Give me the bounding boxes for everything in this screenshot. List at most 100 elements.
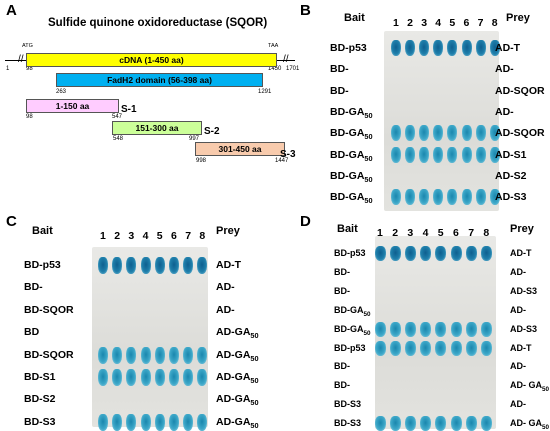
column-number-6: 6: [463, 17, 470, 29]
s3-name: S-3: [280, 149, 296, 160]
bait-label: BD-: [334, 286, 350, 296]
num-997: 997: [189, 136, 200, 142]
bait-label: BD-: [334, 380, 350, 390]
yeast-colony-spot: [404, 321, 416, 337]
yeast-colony-spot: [391, 40, 401, 56]
yeast-colony-spot: [389, 321, 401, 337]
yeast-colony-spot: [447, 125, 458, 142]
yeast-colony-spot: [154, 257, 165, 274]
yeast-colony-spot: [140, 257, 151, 274]
column-number-6: 6: [453, 227, 459, 239]
yeast-colony-spot: [374, 340, 386, 356]
column-number-2: 2: [407, 17, 413, 29]
s1-label: 1-150 aa: [55, 101, 90, 111]
s2-bar: 151-300 aa: [112, 121, 202, 135]
bait-text: BD-GA: [330, 169, 365, 182]
yeast-colony-spot: [405, 189, 416, 206]
bait-text: BD-SQOR: [24, 303, 74, 316]
bait-label: BD-p53: [24, 259, 61, 271]
yeast-colony-spot: [391, 146, 401, 163]
bait-text: BD-GA: [334, 304, 364, 315]
yeast-colony-spot: [391, 125, 401, 142]
prey-label: AD-S3: [495, 191, 527, 203]
bait-label: BD-GA50: [330, 191, 373, 205]
yeast-colony-spot: [405, 146, 416, 163]
yeast-colony-spot: [140, 369, 151, 386]
yeast-colony-spot: [98, 369, 108, 386]
bait-label: BD-: [330, 85, 349, 97]
column-number-2: 2: [114, 230, 121, 242]
bait-subscript: 50: [363, 310, 371, 318]
prey-label: AD-S3: [510, 286, 537, 296]
yeast-colony-spot: [140, 413, 151, 431]
bait-text: BD-GA: [330, 127, 365, 140]
bait-text: BD-GA: [330, 105, 365, 118]
bait-text: BD-S3: [24, 415, 56, 428]
prey-text: AD-S1: [495, 148, 527, 161]
sqor-title: Sulfide quinone oxidoreductase (SQOR): [48, 17, 268, 29]
column-number-7: 7: [477, 17, 484, 29]
yeast-colony-spot: [433, 125, 444, 142]
panel-label-c: C: [6, 213, 17, 230]
prey-text: AD-GA: [216, 393, 251, 406]
num-1291: 1291: [258, 89, 272, 95]
column-number-7: 7: [468, 227, 475, 239]
prey-label: AD-T: [216, 259, 241, 271]
bait-subscript: 50: [363, 329, 371, 337]
yeast-colony-spot: [420, 321, 432, 337]
yeast-colony-spot: [98, 257, 108, 274]
yeast-colony-spot: [405, 40, 416, 56]
prey-text: AD- GA: [510, 418, 542, 429]
prey-label: AD-GA50: [216, 416, 259, 430]
panel-c-bait-header: Bait: [32, 225, 53, 237]
bait-label: BD-GA50: [334, 324, 371, 337]
prey-text: AD-T: [216, 259, 242, 271]
yeast-colony-spot: [475, 146, 486, 163]
prey-text: AD-GA: [216, 326, 251, 339]
yeast-colony-spot: [112, 369, 123, 386]
yeast-colony-spot: [433, 146, 444, 163]
yeast-colony-spot: [465, 340, 477, 356]
bait-label: BD-S1: [24, 371, 56, 383]
yeast-colony-spot: [389, 416, 401, 431]
prey-text: AD-: [510, 399, 526, 410]
yeast-colony-spot: [475, 40, 486, 56]
panel-a-diagram: Sulfide quinone oxidoreductase (SQOR) //…: [0, 0, 299, 210]
column-number-5: 5: [156, 230, 163, 242]
bait-label: BD: [24, 326, 39, 338]
prey-subscript: 50: [250, 331, 259, 341]
prey-label: AD-S1: [495, 149, 527, 161]
column-number-4: 4: [422, 227, 429, 239]
bait-text: BD-: [334, 266, 350, 277]
prey-label: AD-: [216, 304, 235, 316]
atg-label: ATG: [22, 43, 33, 49]
num-1: 1: [6, 66, 10, 72]
column-number-3: 3: [128, 230, 135, 242]
prey-label: AD-GA50: [216, 371, 259, 385]
yeast-colony-spot: [126, 346, 137, 364]
bait-text: BD-: [334, 361, 350, 372]
yeast-colony-spot: [435, 416, 447, 431]
column-number-8: 8: [199, 230, 206, 242]
panel-b-bait-header: Bait: [344, 12, 365, 24]
yeast-colony-spot: [480, 340, 492, 356]
bait-subscript: 50: [364, 132, 373, 142]
yeast-colony-spot: [154, 369, 165, 386]
column-number-4: 4: [142, 230, 149, 242]
yeast-colony-spot: [154, 413, 165, 431]
prey-label: AD-T: [510, 248, 532, 258]
yeast-colony-spot: [98, 413, 108, 431]
yeast-colony-spot: [169, 257, 179, 274]
bait-text: BD-S3: [334, 418, 362, 429]
bait-text: BD-SQOR: [24, 348, 74, 361]
bait-text: BD-: [334, 380, 350, 391]
yeast-colony-spot: [169, 346, 179, 364]
s2-name: S-2: [204, 126, 220, 137]
prey-text: AD- GA: [510, 380, 542, 391]
yeast-colony-spot: [419, 40, 430, 56]
prey-label: AD- GA50: [510, 418, 549, 431]
column-number-3: 3: [407, 227, 414, 239]
yeast-colony-spot: [126, 413, 137, 431]
prey-text: AD-: [510, 361, 526, 372]
